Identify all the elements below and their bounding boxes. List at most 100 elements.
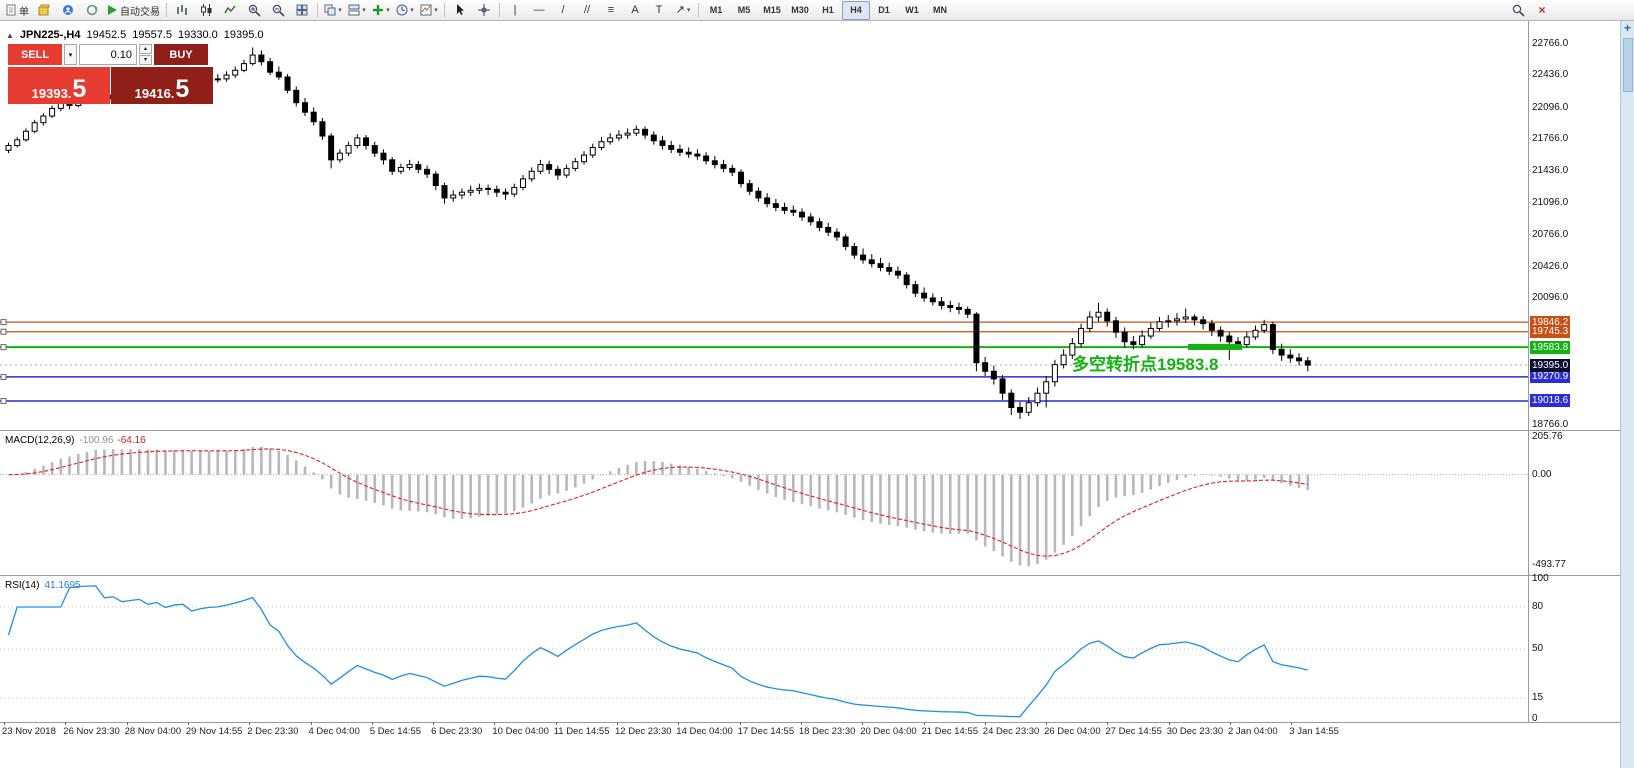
community-button[interactable] (56, 1, 80, 20)
zoom-in-button[interactable] (242, 1, 266, 20)
macd-signal-value: -64.16 (117, 435, 146, 446)
sell-price-display[interactable]: 19393. 5 (8, 67, 110, 104)
timeframe-m1[interactable]: M1 (709, 5, 723, 15)
timeframe-h4[interactable]: H4 (842, 0, 870, 20)
candle-body (703, 155, 710, 162)
hline-handle[interactable] (0, 328, 7, 335)
sell-button[interactable]: SELL (8, 44, 62, 65)
candle-body (1278, 348, 1285, 356)
scrollbar-plus-icon[interactable]: + (1623, 21, 1631, 35)
candle-body (947, 305, 954, 308)
timeframe-m5[interactable]: M5 (737, 5, 751, 15)
autotrading-button[interactable]: 自动交易 (104, 1, 163, 20)
toolbar-separator (317, 3, 318, 17)
text-label-button[interactable]: T (647, 1, 671, 20)
hline-price-label: 19745.3 (1530, 325, 1571, 339)
cursor-button[interactable] (448, 1, 472, 20)
timeframe-mn[interactable]: MN (933, 5, 947, 15)
candle-body (842, 236, 849, 248)
new-order-button[interactable]: 单 (2, 1, 32, 20)
time-axis-tick (1046, 722, 1048, 725)
text-button[interactable]: A (623, 1, 647, 20)
candle-body (214, 78, 221, 81)
add-indicator-icon (373, 5, 384, 15)
lot-size-input[interactable] (79, 44, 137, 65)
panel-divider-macd[interactable] (0, 430, 1621, 431)
text-label-icon: T (655, 3, 663, 16)
fibonacci-button[interactable]: ≡ (599, 1, 623, 20)
panel-divider-rsi[interactable] (0, 575, 1621, 576)
horizontal-line-button[interactable]: — (527, 1, 551, 20)
cascade-windows-button[interactable]: ▾ (321, 1, 345, 20)
turning-point-annotation[interactable]: 多空转折点19583.8 (1072, 355, 1219, 374)
price-axis-border (1528, 21, 1529, 722)
vertical-line-button[interactable]: | (503, 1, 527, 20)
timeframe-h1[interactable]: H1 (822, 5, 834, 15)
candle-body (1017, 406, 1024, 413)
periods-button[interactable]: ▾ (393, 1, 417, 20)
main-chart-svg[interactable] (0, 28, 1528, 430)
timeframe-m30[interactable]: M30 (791, 5, 809, 15)
macd-value: -100.96 (79, 435, 114, 446)
channel-button[interactable]: // (575, 1, 599, 20)
candle-body (441, 185, 448, 199)
tile-windows-icon (296, 4, 308, 16)
indicators-button[interactable]: ▾ (369, 1, 393, 20)
hline-price-label: 19018.6 (1530, 394, 1571, 408)
buy-button[interactable]: BUY (154, 44, 208, 65)
candle-body (1139, 335, 1146, 346)
arrows-button[interactable]: ↗ ▾ (671, 1, 695, 20)
bar-chart-button[interactable] (170, 1, 194, 20)
scrollbar-thumb[interactable] (1622, 38, 1633, 92)
candle-body (729, 167, 736, 173)
candle-body (912, 284, 919, 294)
new-order-label: 单 (19, 6, 29, 18)
candle-body (615, 134, 622, 139)
tile-windows-button[interactable] (290, 1, 314, 20)
candle-body (1243, 336, 1250, 346)
close-button[interactable]: × (1530, 1, 1554, 20)
one-click-toggle[interactable]: ▲ (6, 30, 14, 40)
time-axis[interactable]: 23 Nov 2018 26 Nov 23:30 28 Nov 04:00 29 No… (0, 722, 1528, 740)
trend-segment[interactable] (1188, 344, 1242, 350)
docs-icon (38, 4, 50, 16)
timeframe-d1[interactable]: D1 (878, 5, 890, 15)
crosshair-button[interactable] (472, 1, 496, 20)
hline-handle[interactable] (0, 319, 7, 326)
templates-button[interactable]: ▾ (417, 1, 441, 20)
rsi-axis-label: 0 (1532, 713, 1538, 724)
timeframe-w1[interactable]: W1 (905, 5, 919, 15)
arrange-windows-button[interactable]: ▾ (345, 1, 369, 20)
candle-body (764, 197, 771, 205)
trendline-button[interactable]: / (551, 1, 575, 20)
lot-decrease-button[interactable]: ▾ (139, 55, 152, 65)
time-axis-label: 4 Dec 04:00 (308, 726, 360, 737)
price-axis[interactable]: 22766.0 22436.0 22096.0 21766.0 21436.0 21096… (1529, 21, 1621, 724)
candle-body (1051, 364, 1058, 383)
zoom-out-button[interactable] (266, 1, 290, 20)
candlestick-button[interactable] (194, 1, 218, 20)
rsi-panel-svg[interactable] (0, 577, 1528, 722)
docs-button[interactable] (32, 1, 56, 20)
search-button[interactable] (1506, 1, 1530, 20)
order-type-dropdown[interactable]: ▾ (64, 44, 77, 65)
hline-handle[interactable] (0, 373, 7, 380)
hline-handle[interactable] (0, 397, 7, 404)
sell-price-big-digit: 5 (72, 75, 87, 103)
macd-panel-svg[interactable] (0, 432, 1528, 574)
hline-handle[interactable] (0, 344, 7, 351)
caret-down-icon: ▾ (338, 6, 342, 14)
right-scrollbar[interactable]: + (1620, 21, 1634, 768)
close-icon: × (1538, 3, 1546, 17)
candle-body (1025, 402, 1032, 413)
time-axis-tick (923, 722, 925, 725)
macd-name: MACD(12,26,9) (5, 435, 75, 446)
community-icon (63, 5, 73, 15)
refresh-button[interactable] (80, 1, 104, 20)
lot-increase-button[interactable]: ▴ (139, 44, 152, 54)
candle-body (345, 145, 352, 154)
timeframe-m15[interactable]: M15 (763, 5, 781, 15)
candle-body (1104, 311, 1111, 322)
buy-price-display[interactable]: 19416. 5 (111, 67, 213, 104)
line-chart-button[interactable] (218, 1, 242, 20)
